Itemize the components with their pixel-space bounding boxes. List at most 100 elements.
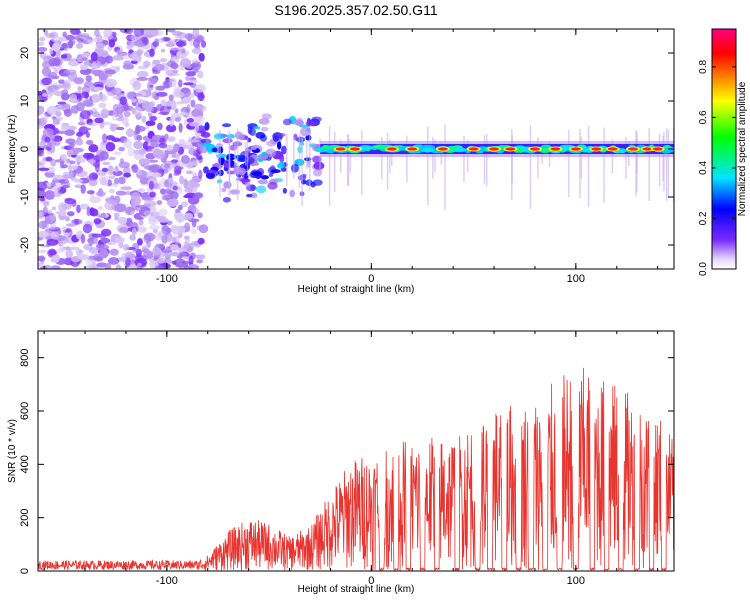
transition-blob	[313, 161, 325, 170]
noise-blob	[145, 145, 155, 150]
noise-blob	[76, 94, 82, 100]
noise-blob	[74, 184, 83, 188]
signal-peak	[628, 147, 639, 151]
noise-blob	[88, 174, 94, 181]
noise-blob	[128, 264, 138, 269]
noise-blob	[83, 152, 91, 159]
noise-blob	[45, 33, 56, 39]
noise-blob	[166, 144, 174, 152]
noise-blob	[165, 78, 175, 83]
noise-blob	[38, 41, 45, 47]
noise-blob	[38, 181, 47, 192]
noise-blob	[130, 222, 138, 228]
noise-blob	[64, 198, 77, 205]
noise-blob	[55, 110, 62, 117]
noise-blob	[156, 257, 166, 264]
noise-blob	[88, 240, 93, 247]
spectrogram-y-tick-label: 0	[19, 146, 31, 152]
noise-blob	[64, 216, 70, 222]
noise-blob	[130, 35, 137, 41]
signal-peak	[529, 147, 540, 151]
noise-blob	[167, 40, 174, 47]
noise-blob	[164, 148, 177, 155]
noise-blob	[104, 69, 117, 75]
transition-blob	[206, 169, 217, 174]
noise-blob	[160, 188, 166, 195]
noise-blob	[50, 265, 61, 269]
snr-panel: -100 0 100 0 200 400 600 800 Height of straight…	[7, 330, 675, 595]
spectrogram-x-tick-label: 100	[567, 273, 585, 285]
noise-blob	[149, 191, 156, 198]
noise-blob	[126, 44, 133, 50]
noise-blob	[65, 249, 73, 259]
noise-blob	[91, 60, 97, 71]
transition-blob	[238, 167, 246, 176]
noise-blob	[116, 126, 125, 131]
noise-blob	[165, 124, 177, 133]
signal-blob	[538, 148, 552, 154]
noise-blob	[57, 130, 67, 135]
signal-blob	[359, 145, 373, 151]
noise-blob	[148, 180, 155, 190]
noise-blob	[54, 186, 59, 197]
noise-blob	[106, 199, 118, 205]
transition-blob	[277, 133, 286, 137]
noise-blob	[81, 57, 88, 61]
noise-blob	[185, 180, 196, 190]
noise-blob	[166, 259, 173, 264]
noise-blob	[93, 237, 99, 245]
spectrogram-y-tick-label: 10	[19, 95, 31, 107]
noise-blob	[137, 226, 147, 233]
snr-frame	[37, 330, 675, 572]
noise-blob	[51, 116, 57, 120]
noise-blob	[46, 225, 56, 230]
noise-blob	[157, 218, 170, 223]
noise-blob	[150, 206, 158, 212]
noise-blob	[77, 86, 82, 91]
noise-blob	[181, 155, 190, 164]
noise-blob	[63, 79, 73, 84]
noise-blob	[192, 193, 203, 200]
noise-blob	[79, 65, 88, 71]
noise-blob	[154, 265, 165, 269]
noise-blob	[80, 184, 86, 194]
noise-blob	[38, 160, 46, 165]
noise-blob	[67, 125, 77, 131]
noise-blob	[52, 42, 61, 52]
noise-blob	[178, 79, 183, 88]
transition-blob	[239, 178, 251, 183]
noise-blob	[154, 149, 166, 160]
noise-blob	[61, 153, 67, 161]
snr-line	[38, 367, 674, 571]
spectrogram-image	[38, 29, 674, 269]
noise-blob	[100, 212, 107, 219]
noise-blob	[59, 72, 69, 77]
noise-blob	[184, 140, 193, 148]
snr-y-tick-label: 600	[19, 402, 31, 420]
noise-blob	[145, 200, 151, 205]
noise-blob	[81, 91, 90, 99]
noise-blob	[135, 124, 141, 135]
noise-blob	[167, 198, 179, 207]
noise-blob	[191, 108, 201, 118]
noise-blob	[125, 190, 131, 196]
noise-blob	[71, 165, 78, 170]
noise-blob	[67, 165, 73, 172]
signal-peak	[570, 147, 581, 151]
transition-blob	[226, 133, 236, 139]
transition-blob	[200, 144, 209, 154]
noise-blob	[66, 158, 71, 163]
noise-blob	[60, 103, 71, 110]
spectrogram-y-tick-label: -10	[19, 189, 31, 205]
noise-blob	[138, 219, 144, 226]
noise-blob	[174, 258, 186, 268]
noise-blob	[141, 101, 154, 110]
colorbar-ticks: 0.0 0.2 0.4 0.6 0.8	[698, 60, 736, 276]
noise-blob	[164, 163, 171, 169]
noise-blob	[150, 141, 157, 148]
noise-blob	[118, 176, 126, 185]
noise-blob	[50, 158, 57, 167]
transition-blob	[250, 184, 256, 191]
noise-blob	[170, 244, 180, 252]
transition-blob	[261, 151, 267, 156]
